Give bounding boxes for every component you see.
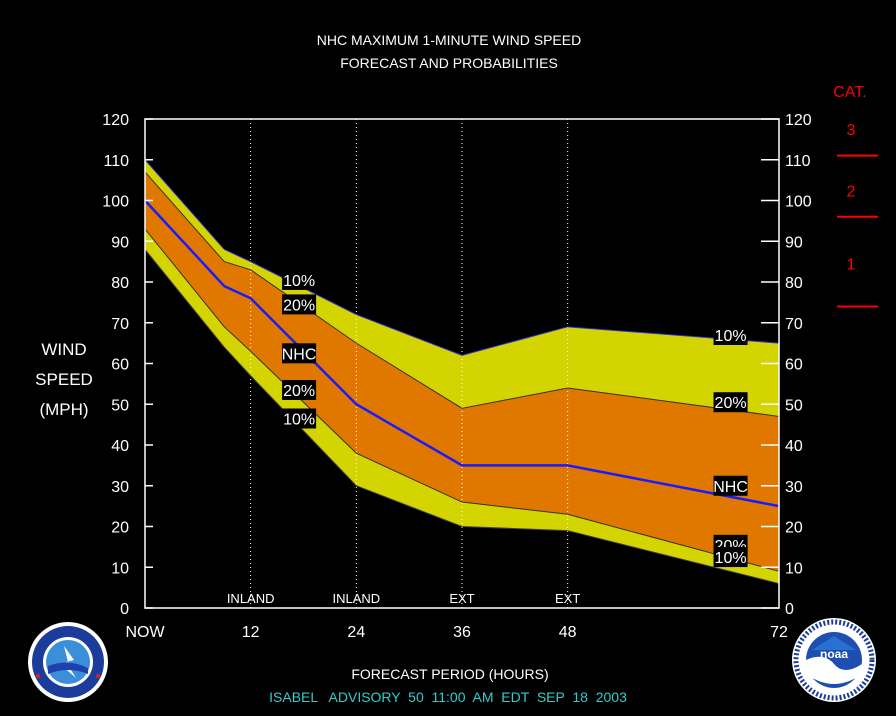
y-tick-label-left: 50 bbox=[111, 397, 129, 414]
annotation-label: NHC bbox=[713, 479, 748, 496]
y-axis-label-line3: (MPH) bbox=[39, 400, 88, 419]
annotation-label: 20% bbox=[715, 395, 747, 412]
y-axis-label-line2: SPEED bbox=[35, 370, 93, 389]
annotation-label: 20% bbox=[283, 297, 315, 314]
noaa-logo: noaa bbox=[792, 618, 876, 702]
y-tick-label-left: 70 bbox=[111, 316, 129, 333]
y-tick-label-right: 10 bbox=[785, 560, 803, 577]
annotation-label: 10% bbox=[283, 273, 315, 290]
annotation-label: 10% bbox=[283, 412, 315, 429]
y-tick-label-right: 110 bbox=[785, 153, 811, 170]
annotation-bg bbox=[282, 294, 317, 315]
chart-title-line1: NHC MAXIMUM 1-MINUTE WIND SPEED bbox=[317, 32, 581, 48]
annotation-bg bbox=[713, 392, 748, 413]
line-10pct-lower bbox=[144, 249, 780, 585]
vertical-guide-label: EXT bbox=[555, 591, 580, 606]
annotation-bg bbox=[713, 475, 748, 496]
y-tick-label-left: 0 bbox=[120, 601, 129, 618]
line-nhc bbox=[144, 199, 780, 508]
annotation-label: 10% bbox=[715, 550, 747, 567]
y-tick-label-right: 0 bbox=[785, 601, 794, 618]
y-tick-label-right: 30 bbox=[785, 479, 803, 496]
y-tick-label-right: 40 bbox=[785, 438, 803, 455]
annotation-bg bbox=[282, 343, 317, 364]
chart-title-line2: FORECAST AND PROBABILITIES bbox=[340, 55, 558, 71]
category-header: CAT. bbox=[833, 84, 866, 101]
category-label: 3 bbox=[847, 122, 856, 139]
y-tick-label-left: 30 bbox=[111, 479, 129, 496]
x-tick-label: 48 bbox=[559, 624, 577, 641]
vertical-guide-label: INLAND bbox=[227, 591, 275, 606]
y-tick-label-left: 10 bbox=[111, 560, 129, 577]
annotation-label: NHC bbox=[282, 346, 317, 363]
svg-text:noaa: noaa bbox=[820, 647, 848, 661]
vertical-guide-label: EXT bbox=[449, 591, 474, 606]
annotation-bg bbox=[282, 269, 317, 290]
y-axis-label-line1: WIND bbox=[41, 340, 86, 359]
y-tick-label-left: 40 bbox=[111, 438, 129, 455]
y-tick-label-left: 110 bbox=[103, 153, 129, 170]
annotation-label: 10% bbox=[715, 328, 747, 345]
y-tick-label-right: 120 bbox=[785, 112, 812, 129]
annotation-bg bbox=[713, 547, 748, 568]
axis-ticks: 0 0 10 10 20 20 30 30 40 40 50 50 60 60 70 70 80 80 90 90 10… bbox=[102, 112, 812, 641]
series-lines bbox=[144, 159, 780, 585]
vertical-guide-label: INLAND bbox=[332, 591, 380, 606]
y-tick-label-left: 20 bbox=[111, 520, 129, 537]
vertical-guides: INLAND INLAND EXT EXT bbox=[227, 119, 580, 608]
x-tick-label: 24 bbox=[347, 624, 365, 641]
y-tick-label-right: 20 bbox=[785, 520, 803, 537]
y-tick-label-left: 60 bbox=[111, 357, 129, 374]
y-tick-label-right: 70 bbox=[785, 316, 803, 333]
line-20pct-upper bbox=[144, 171, 780, 417]
nws-logo bbox=[28, 622, 108, 702]
y-tick-label-right: 90 bbox=[785, 234, 803, 251]
category-scale: 3 2 1 bbox=[837, 122, 878, 308]
category-label: 2 bbox=[847, 183, 856, 200]
x-tick-label: 72 bbox=[770, 624, 788, 641]
y-tick-label-left: 90 bbox=[111, 234, 129, 251]
y-tick-label-right: 60 bbox=[785, 357, 803, 374]
advisory-footer: ISABEL ADVISORY 50 11:00 AM EDT SEP 18 2… bbox=[269, 689, 627, 705]
y-tick-label-left: 100 bbox=[102, 194, 129, 211]
x-tick-label: 36 bbox=[453, 624, 471, 641]
annotation-bg bbox=[282, 379, 317, 400]
annotation-label: 20% bbox=[283, 383, 315, 400]
annotation-bg bbox=[713, 324, 748, 345]
x-tick-label: NOW bbox=[125, 624, 165, 641]
y-tick-label-left: 80 bbox=[111, 275, 129, 292]
band-20pct bbox=[145, 171, 779, 572]
x-tick-label: 12 bbox=[242, 624, 260, 641]
line-20pct-lower bbox=[144, 228, 780, 572]
line-10pct-upper bbox=[144, 159, 780, 356]
x-axis-label: FORECAST PERIOD (HOURS) bbox=[351, 666, 548, 682]
category-label: 1 bbox=[847, 257, 856, 274]
y-tick-label-left: 120 bbox=[102, 112, 129, 129]
annotation-bg bbox=[282, 408, 317, 429]
y-tick-label-right: 100 bbox=[785, 194, 812, 211]
y-tick-label-right: 80 bbox=[785, 275, 803, 292]
y-tick-label-right: 50 bbox=[785, 397, 803, 414]
